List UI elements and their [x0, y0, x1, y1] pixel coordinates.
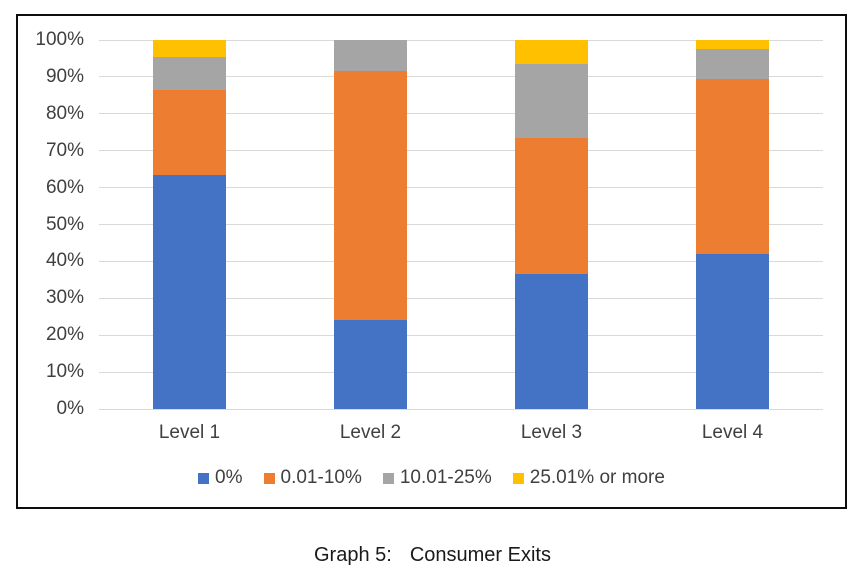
x-axis-label: Level 1 — [158, 422, 221, 443]
legend-label: 0% — [215, 467, 243, 488]
bar-segment — [696, 254, 769, 409]
y-tick-label: 10% — [45, 361, 84, 383]
y-tick-label: 0% — [56, 398, 84, 419]
bar-segment — [696, 78, 769, 255]
bar-segment — [515, 137, 588, 275]
bar-slot-level-4 — [642, 40, 823, 409]
caption-title: Consumer Exits — [409, 544, 551, 566]
gridline — [99, 334, 823, 336]
gridline — [99, 113, 823, 115]
bar-segment — [515, 274, 588, 409]
bar-segment — [515, 40, 588, 65]
gridline — [99, 224, 823, 225]
bar-segment — [334, 320, 407, 409]
y-tick-label: 40% — [45, 250, 84, 272]
legend-swatch-icon — [512, 472, 524, 484]
legend-item: 0.01-10% — [263, 467, 362, 489]
stacked-bar — [515, 40, 588, 409]
bar-segment — [153, 56, 226, 90]
legend-item: 0% — [198, 467, 243, 489]
y-tick-label: 80% — [45, 102, 84, 124]
legend: 0% 0.01-10% 10.01-25% 25.01% or more — [18, 467, 845, 489]
y-tick-label: 90% — [45, 65, 84, 87]
x-axis-label: Level 2 — [339, 422, 402, 443]
bar-segment — [696, 49, 769, 79]
gridline — [99, 39, 823, 41]
x-axis-labels: Level 1 Level 2 Level 3 Level 4 — [99, 422, 823, 444]
chart-frame: 100% 90% 80% 70% 60% 50% 40% 30% 20% 10% 0% Level … — [16, 14, 847, 509]
stacked-bar — [153, 40, 226, 409]
y-tick-label: 30% — [45, 287, 84, 309]
legend-swatch-icon — [263, 472, 275, 484]
bar-segment — [153, 89, 226, 175]
y-axis-labels: 100% 90% 80% 70% 60% 50% 40% 30% 20% 10% 0% — [18, 29, 84, 419]
gridline — [99, 260, 823, 262]
y-tick-label: 70% — [45, 139, 84, 161]
x-axis-label: Level 4 — [701, 422, 764, 443]
gridline — [99, 76, 823, 78]
stacked-bar — [334, 40, 407, 409]
bars — [99, 40, 823, 409]
legend-swatch-icon — [382, 472, 394, 484]
gridline — [99, 408, 823, 410]
bar-slot-level-1 — [99, 40, 280, 409]
legend-label: 10.01-25% — [399, 467, 492, 488]
gridline — [99, 297, 823, 299]
bar-slot-level-2 — [280, 40, 461, 409]
caption-prefix: Graph 5: — [314, 544, 392, 566]
bar-segment — [515, 64, 588, 138]
y-tick-label: 100% — [35, 29, 84, 50]
legend-item: 25.01% or more — [512, 467, 665, 489]
bar-segment — [334, 71, 407, 321]
bar-segment — [153, 40, 226, 57]
chart-caption: Graph 5: Consumer Exits — [0, 544, 865, 567]
gridline — [99, 187, 823, 189]
gridline — [99, 371, 823, 373]
gridline — [99, 150, 823, 152]
bar-slot-level-3 — [461, 40, 642, 409]
stacked-bar — [696, 40, 769, 409]
bar-segment — [334, 40, 407, 72]
y-tick-label: 50% — [45, 213, 84, 235]
legend-swatch-icon — [198, 472, 210, 484]
y-tick-label: 20% — [45, 324, 84, 346]
y-tick-label: 60% — [45, 176, 84, 198]
legend-label: 25.01% or more — [529, 467, 665, 488]
legend-item: 10.01-25% — [382, 467, 492, 489]
bar-segment — [153, 174, 226, 409]
legend-label: 0.01-10% — [280, 467, 362, 488]
plot-area — [99, 39, 823, 410]
bar-segment — [696, 40, 769, 50]
x-axis-label: Level 3 — [520, 422, 583, 443]
